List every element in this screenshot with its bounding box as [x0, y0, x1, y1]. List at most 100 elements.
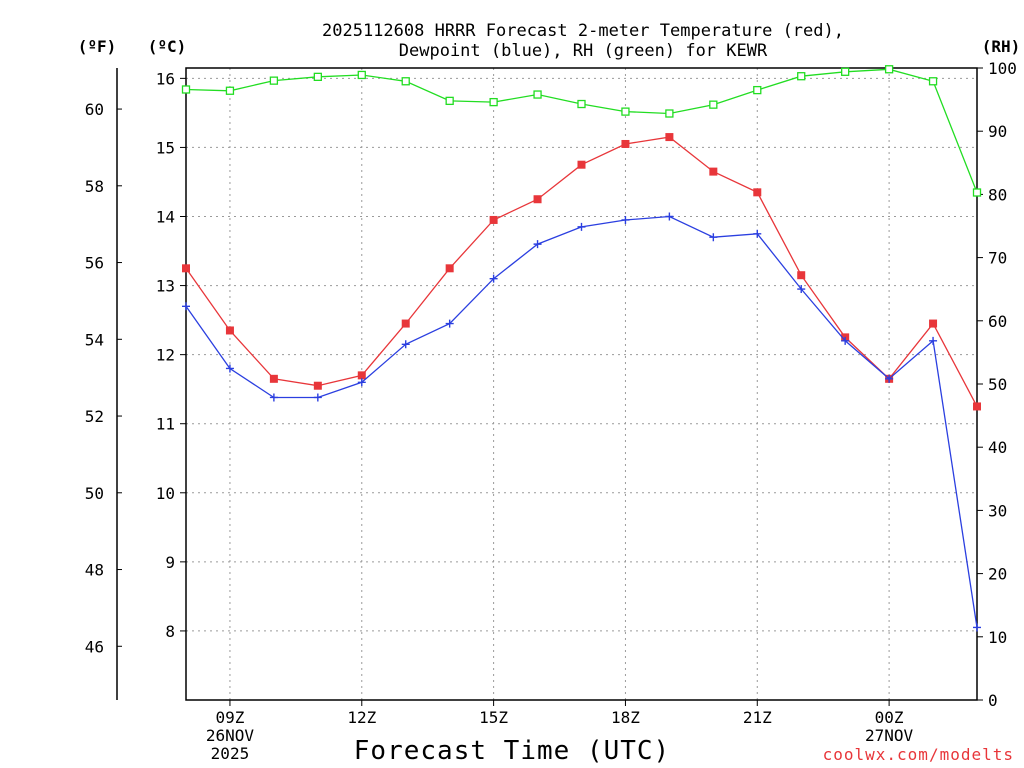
fahrenheit-tick-label: 48 — [85, 561, 104, 580]
rh-tick-label: 60 — [988, 312, 1007, 331]
temperature-point — [313, 381, 322, 390]
dewpoint-point — [797, 285, 806, 294]
credit-link[interactable]: coolwx.com/modelts — [823, 745, 1014, 764]
temperature-point — [182, 264, 190, 273]
rh-tick-label: 10 — [988, 628, 1007, 647]
fahrenheit-tick-label: 52 — [85, 407, 104, 426]
rh-point — [928, 77, 938, 86]
temperature-point — [445, 264, 454, 273]
time-tick-label: 00Z — [875, 708, 904, 727]
dewpoint-point — [182, 302, 190, 311]
rh-tick-label: 20 — [988, 565, 1007, 584]
temperature-point — [973, 402, 981, 411]
temperature-point — [929, 319, 938, 328]
dewpoint-point — [885, 374, 894, 383]
rh-axis-label: (RH) — [982, 37, 1021, 56]
dewpoint-point — [225, 364, 234, 373]
time-tick-label: 12Z — [347, 708, 376, 727]
rh-line — [185, 68, 978, 193]
dewpoint-point — [269, 393, 278, 402]
temperature-point — [709, 167, 718, 176]
rh-point — [753, 85, 762, 95]
rh-point — [225, 86, 235, 95]
rh-point — [269, 76, 279, 85]
temperature-point — [489, 215, 498, 224]
chart-title-line-1: 2025112608 HRRR Forecast 2-meter Tempera… — [322, 21, 844, 41]
rh-point — [621, 107, 630, 116]
rh-tick-label: 30 — [988, 501, 1007, 520]
temperature-point — [753, 188, 762, 197]
celsius-tick-label: 8 — [165, 622, 175, 641]
temperature-point — [225, 326, 234, 335]
dewpoint-point — [665, 212, 674, 221]
dewpoint-point — [709, 233, 718, 242]
temperature-line — [185, 136, 978, 407]
temperature-point — [401, 319, 410, 328]
time-tick-label: 21Z — [743, 708, 772, 727]
fahrenheit-tick-label: 46 — [85, 637, 104, 656]
rh-tick-label: 80 — [988, 185, 1007, 204]
dewpoint-point — [533, 240, 542, 249]
rh-point — [797, 72, 806, 81]
fahrenheit-axis-label: (ºF) — [78, 37, 117, 56]
rh-point — [181, 85, 191, 94]
temperature-point — [577, 160, 586, 169]
time-tick-label: 26NOV — [206, 726, 255, 745]
dewpoint-point — [577, 222, 586, 231]
celsius-tick-label: 9 — [165, 553, 175, 572]
celsius-tick-label: 16 — [156, 69, 175, 88]
rh-point — [709, 100, 718, 109]
dewpoint-point — [401, 340, 410, 349]
rh-point — [357, 70, 366, 80]
dewpoint-point — [929, 336, 938, 345]
fahrenheit-tick-label: 58 — [85, 177, 104, 196]
rh-tick-label: 70 — [988, 249, 1007, 268]
temperature-point — [357, 371, 366, 380]
celsius-axis-label: (ºC) — [148, 37, 187, 56]
rh-point — [445, 96, 454, 106]
dewpoint-point — [313, 393, 322, 402]
rh-point — [665, 109, 674, 118]
rh-tick-label: 90 — [988, 122, 1007, 141]
temperature-point — [533, 195, 542, 204]
rh-tick-label: 40 — [988, 438, 1007, 457]
fahrenheit-tick-label: 60 — [85, 100, 104, 119]
fahrenheit-tick-label: 50 — [85, 484, 104, 503]
dewpoint-point — [357, 378, 366, 387]
rh-point — [313, 72, 322, 81]
rh-tick-label: 50 — [988, 375, 1007, 394]
rh-point — [972, 188, 982, 197]
celsius-tick-label: 13 — [156, 277, 175, 296]
celsius-tick-label: 11 — [156, 415, 175, 434]
rh-tick-label: 0 — [988, 691, 998, 710]
time-tick-label: 15Z — [479, 708, 508, 727]
celsius-tick-label: 14 — [156, 208, 175, 227]
time-tick-label: 2025 — [211, 744, 250, 763]
temperature-point — [797, 271, 806, 280]
dewpoint-line — [185, 215, 978, 628]
rh-point — [401, 77, 410, 86]
time-tick-label: 27NOV — [865, 726, 914, 745]
dewpoint-point — [621, 215, 630, 224]
temperature-point — [621, 139, 630, 148]
chart-title: 2025112608 HRRR Forecast 2-meter Tempera… — [322, 21, 844, 61]
x-axis-title: Forecast Time (UTC) — [354, 736, 670, 766]
rh-point — [884, 65, 894, 74]
time-tick-label: 18Z — [611, 708, 640, 727]
rh-tick-label: 100 — [988, 59, 1017, 78]
chart-title-line-2: Dewpoint (blue), RH (green) for KEWR — [399, 41, 768, 61]
axis-ticks: 8 9 10 11 12 13 14 15 16 46 48 50 52 54 56 58 60 0 10 20 30 4… — [85, 59, 1017, 763]
celsius-tick-label: 15 — [156, 138, 175, 157]
dewpoint-point — [753, 229, 762, 238]
rh-point — [577, 99, 586, 109]
rh-point — [489, 97, 498, 107]
data-series — [181, 65, 982, 632]
celsius-tick-label: 10 — [156, 484, 175, 503]
fahrenheit-tick-label: 56 — [85, 254, 104, 273]
rh-point — [841, 67, 850, 76]
celsius-tick-label: 12 — [156, 346, 175, 365]
fahrenheit-tick-label: 54 — [85, 330, 104, 349]
dewpoint-point — [489, 274, 498, 283]
temperature-point — [665, 133, 674, 142]
